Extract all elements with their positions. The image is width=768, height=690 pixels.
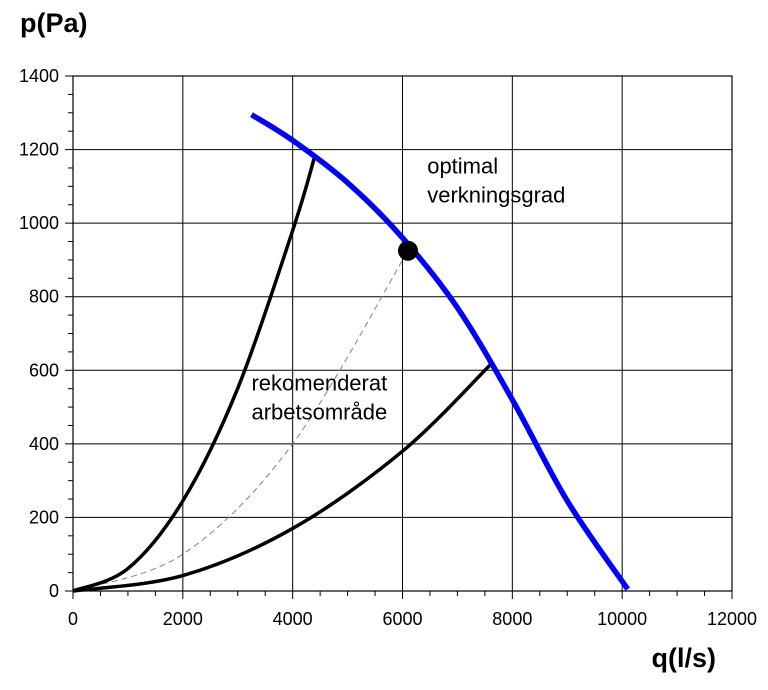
labels: 0 2000 4000 6000 8000 10000 12000 0 200 400 600 800… [19,8,757,673]
annotation-text: verkningsgrad [427,182,565,207]
y-tick-label: 800 [29,287,59,307]
y-tick-label: 1000 [19,213,59,233]
y-tick-label: 600 [29,360,59,380]
y-tick-label: 1200 [19,140,59,160]
x-tick-label: 10000 [597,609,647,629]
x-tick-label: 4000 [273,609,313,629]
x-tick-label: 8000 [492,609,532,629]
annotation-text: optimal [427,153,498,178]
x-tick-label: 0 [68,609,78,629]
x-axis-title: q(l/s) [652,643,717,673]
grid [72,75,733,592]
fan-curve [250,112,630,591]
annotation-text: arbetsområde [251,400,387,425]
system-curve-1 [72,156,317,593]
x-tick-label: 6000 [382,609,422,629]
axes [65,75,733,599]
x-tick-label: 2000 [163,609,203,629]
series-layer [72,112,630,593]
optimal-point-marker [397,240,418,261]
y-tick-label: 1400 [19,66,59,86]
y-tick-label: 400 [29,434,59,454]
x-tick-label: 12000 [707,609,757,629]
annotation-text: rekomenderat [251,371,387,396]
y-tick-label: 200 [29,507,59,527]
y-tick-label: 0 [49,581,59,601]
system-curve-2 [72,363,492,593]
reference-curve-dashed [72,250,409,592]
y-axis-title: p(Pa) [20,8,88,38]
